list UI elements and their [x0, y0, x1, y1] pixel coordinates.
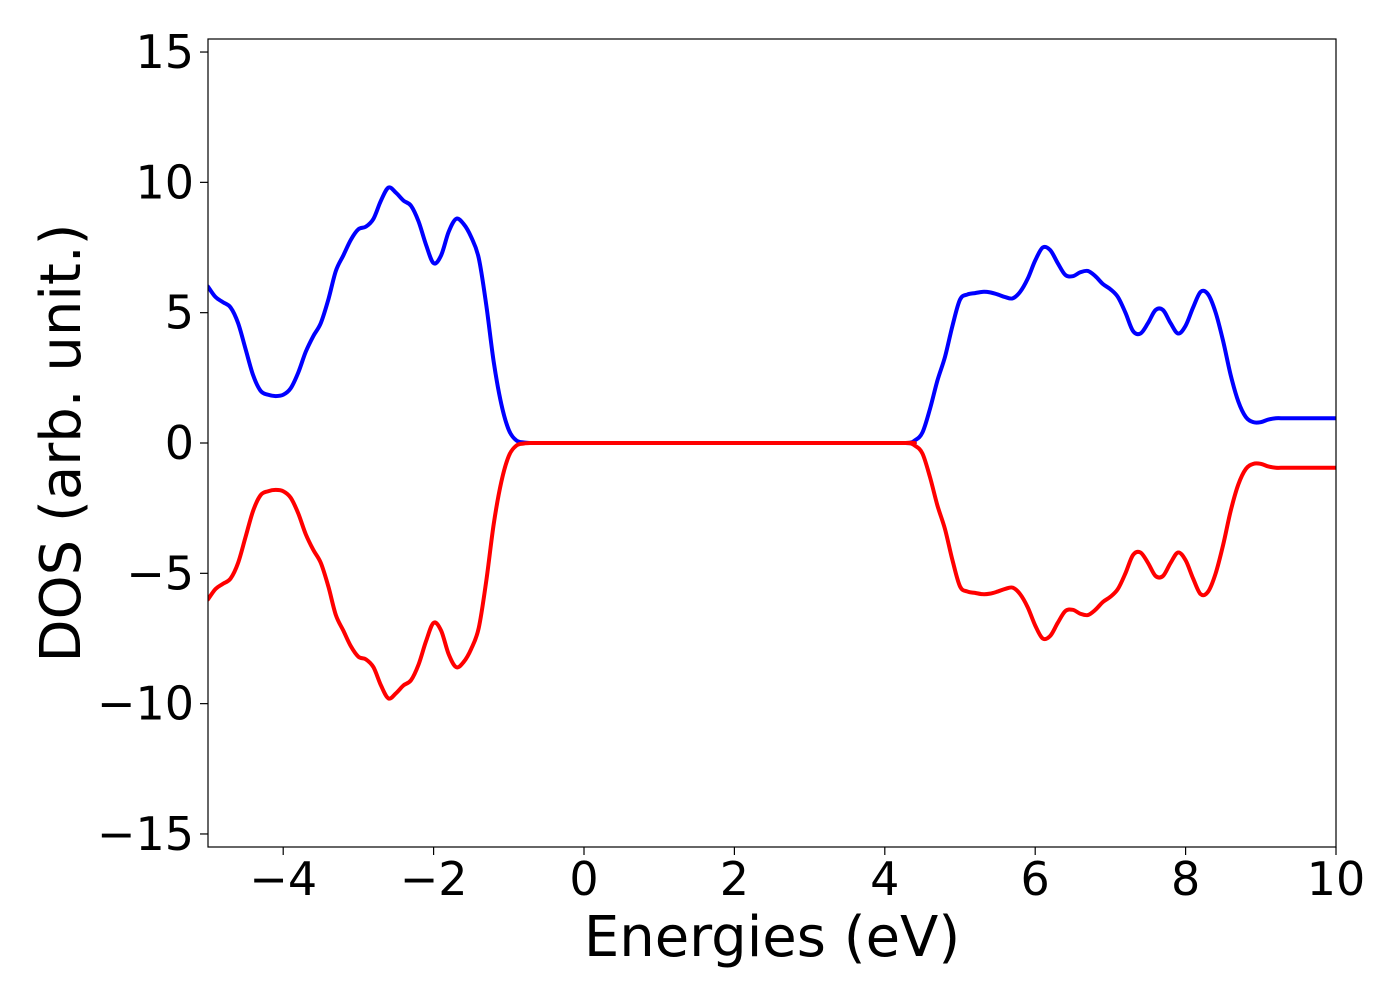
y-tick-label: 0: [165, 416, 194, 470]
y-tick-label: −5: [126, 546, 194, 600]
series-line-2: [208, 440, 1336, 701]
y-axis-ticks: −15 −10 −5 0 5 10 15: [97, 25, 208, 861]
x-tick-label: 6: [1021, 852, 1050, 906]
x-tick-label: 2: [720, 852, 749, 906]
y-tick-label: −15: [97, 807, 194, 861]
y-axis-label: DOS (arb. unit.): [29, 223, 94, 662]
y-tick-label: 10: [135, 155, 194, 209]
series-layer: [208, 185, 1336, 701]
x-tick-label: 8: [1171, 852, 1200, 906]
y-tick-label: −10: [97, 677, 194, 731]
x-tick-label: −2: [400, 852, 468, 906]
x-tick-label: 10: [1307, 852, 1366, 906]
x-tick-label: −4: [249, 852, 317, 906]
y-tick-label: 5: [165, 286, 194, 340]
x-axis-label: Energies (eV): [584, 905, 960, 970]
series-line-1: [208, 185, 1336, 446]
x-tick-label: 0: [569, 852, 598, 906]
x-axis-ticks: −4 −2 0 2 4 6 8 10: [249, 847, 1365, 906]
x-tick-label: 4: [870, 852, 899, 906]
y-tick-label: 15: [135, 25, 194, 79]
